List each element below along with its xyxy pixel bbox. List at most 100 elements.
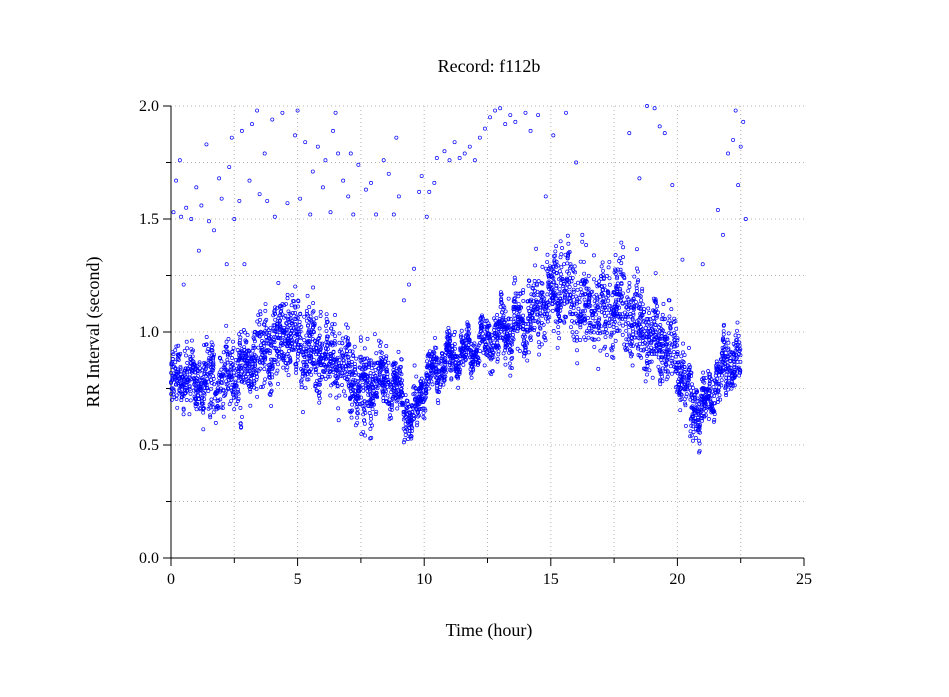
data-point <box>402 437 407 442</box>
data-point <box>492 325 497 330</box>
data-point <box>639 348 644 353</box>
data-point <box>399 357 404 362</box>
data-point <box>313 381 318 386</box>
data-point <box>255 319 260 324</box>
data-point <box>385 371 390 376</box>
data-point <box>606 289 611 294</box>
data-point <box>475 355 480 360</box>
data-point <box>373 373 378 378</box>
data-point <box>347 342 352 347</box>
data-point <box>716 397 720 402</box>
data-point <box>381 396 386 400</box>
data-point <box>719 357 724 362</box>
data-point <box>563 252 568 257</box>
data-point <box>248 403 253 408</box>
data-point <box>179 214 184 219</box>
data-point <box>699 408 704 413</box>
data-point <box>721 363 726 368</box>
data-point <box>388 413 393 418</box>
data-point <box>511 332 516 337</box>
data-point <box>540 313 545 318</box>
data-point <box>298 329 303 334</box>
data-point <box>575 348 579 353</box>
data-point <box>499 296 504 301</box>
data-point <box>237 341 242 346</box>
data-point <box>572 264 577 269</box>
data-point <box>604 331 609 335</box>
data-point <box>409 429 414 434</box>
data-point <box>463 358 468 363</box>
data-point <box>329 341 334 346</box>
data-point <box>271 327 275 332</box>
data-point <box>283 313 288 318</box>
data-point <box>207 219 211 224</box>
data-point <box>271 357 276 362</box>
data-point <box>665 335 670 340</box>
data-point <box>284 321 289 326</box>
data-point <box>396 392 401 397</box>
data-point <box>522 350 526 355</box>
data-point <box>219 359 224 364</box>
data-point <box>597 294 602 299</box>
data-point <box>504 343 509 348</box>
data-point <box>432 180 437 185</box>
data-point <box>494 332 499 337</box>
data-point <box>195 393 200 398</box>
data-point <box>490 347 495 352</box>
data-point <box>303 371 308 376</box>
data-point <box>722 340 727 345</box>
data-point <box>712 394 717 398</box>
data-point <box>713 373 718 378</box>
data-point <box>625 295 630 300</box>
data-point <box>203 388 208 393</box>
data-point <box>452 140 457 145</box>
data-point <box>653 333 657 338</box>
data-point <box>596 366 601 371</box>
data-point <box>249 373 254 378</box>
data-point <box>646 320 651 325</box>
data-point <box>380 390 385 394</box>
data-point <box>592 277 596 282</box>
data-point <box>399 380 404 385</box>
data-point <box>743 217 748 221</box>
data-point <box>461 346 466 351</box>
data-point <box>317 326 322 331</box>
data-point <box>308 347 313 352</box>
data-point <box>279 341 284 346</box>
data-point <box>728 356 733 361</box>
data-point <box>202 360 207 365</box>
data-point <box>692 399 697 404</box>
data-point <box>177 158 182 163</box>
data-point <box>323 158 328 163</box>
data-point <box>345 325 350 330</box>
data-point <box>619 240 624 245</box>
data-point <box>434 156 439 160</box>
data-point <box>456 385 461 390</box>
data-point <box>737 348 742 353</box>
data-point <box>498 321 503 326</box>
data-point <box>707 384 712 389</box>
data-point <box>208 413 212 418</box>
data-point <box>660 341 665 346</box>
data-point <box>169 379 173 384</box>
data-point <box>450 348 455 352</box>
data-point <box>291 325 296 330</box>
data-point <box>670 356 675 361</box>
data-point <box>710 403 715 408</box>
data-point <box>308 212 313 217</box>
data-point <box>389 382 394 387</box>
data-point <box>697 450 702 455</box>
data-point <box>324 329 329 333</box>
data-point <box>667 298 672 303</box>
data-point <box>315 389 320 393</box>
data-point <box>213 392 218 397</box>
data-point <box>472 158 477 163</box>
data-point <box>294 367 299 372</box>
data-point <box>395 406 400 411</box>
data-point <box>231 339 235 344</box>
data-point <box>634 319 639 324</box>
data-point <box>510 355 515 360</box>
data-point <box>465 332 469 337</box>
data-point <box>650 375 655 380</box>
data-point <box>223 367 228 372</box>
